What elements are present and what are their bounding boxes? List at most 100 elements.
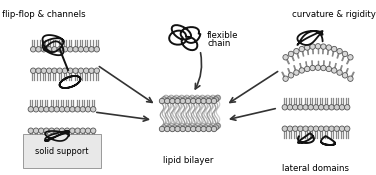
Circle shape: [339, 105, 345, 110]
Circle shape: [172, 125, 177, 130]
Circle shape: [334, 126, 340, 131]
Circle shape: [210, 123, 215, 128]
Circle shape: [205, 123, 210, 128]
Circle shape: [38, 107, 44, 112]
Circle shape: [310, 44, 315, 49]
Circle shape: [159, 126, 165, 132]
Circle shape: [33, 107, 39, 112]
Circle shape: [334, 105, 340, 110]
Circle shape: [288, 51, 294, 57]
Circle shape: [161, 97, 167, 102]
Circle shape: [73, 47, 78, 52]
Circle shape: [193, 97, 198, 102]
Circle shape: [73, 68, 78, 73]
Circle shape: [180, 126, 185, 132]
Circle shape: [28, 107, 33, 112]
Circle shape: [80, 128, 85, 133]
Circle shape: [189, 95, 195, 100]
Circle shape: [177, 97, 182, 102]
Circle shape: [41, 47, 47, 52]
Bar: [24, 144, 100, 156]
Circle shape: [91, 107, 96, 112]
Circle shape: [287, 105, 293, 110]
Circle shape: [168, 123, 174, 128]
Circle shape: [68, 47, 73, 52]
Circle shape: [215, 123, 220, 128]
Circle shape: [318, 126, 324, 131]
Circle shape: [175, 98, 180, 104]
Circle shape: [324, 126, 329, 131]
Circle shape: [324, 105, 329, 110]
Circle shape: [201, 98, 206, 104]
Circle shape: [175, 126, 180, 132]
Circle shape: [332, 68, 337, 73]
Circle shape: [165, 98, 170, 104]
Circle shape: [203, 97, 208, 102]
Circle shape: [94, 47, 100, 52]
Circle shape: [315, 65, 321, 70]
Circle shape: [52, 68, 57, 73]
Circle shape: [62, 68, 68, 73]
Circle shape: [185, 126, 191, 132]
Circle shape: [211, 98, 217, 104]
Text: curvature & rigidity: curvature & rigidity: [292, 10, 376, 19]
Circle shape: [200, 123, 205, 128]
Circle shape: [348, 55, 353, 60]
Circle shape: [206, 126, 211, 132]
Text: chain: chain: [207, 40, 230, 48]
Circle shape: [213, 125, 219, 130]
Circle shape: [293, 126, 298, 131]
Text: solid support: solid support: [35, 146, 89, 156]
Circle shape: [283, 76, 288, 81]
Circle shape: [174, 123, 179, 128]
Circle shape: [308, 126, 314, 131]
Circle shape: [52, 47, 57, 52]
Circle shape: [208, 97, 214, 102]
Circle shape: [38, 128, 44, 133]
Circle shape: [321, 65, 326, 71]
Text: lateral domains: lateral domains: [282, 164, 350, 173]
Circle shape: [89, 47, 94, 52]
Circle shape: [298, 105, 303, 110]
Circle shape: [174, 95, 179, 100]
Circle shape: [184, 123, 190, 128]
Circle shape: [85, 128, 91, 133]
Circle shape: [211, 126, 217, 132]
Circle shape: [179, 95, 184, 100]
Circle shape: [177, 125, 182, 130]
Circle shape: [36, 68, 41, 73]
Circle shape: [167, 125, 172, 130]
Circle shape: [305, 66, 310, 72]
Circle shape: [299, 68, 305, 73]
Circle shape: [187, 125, 193, 130]
Circle shape: [339, 126, 345, 131]
Circle shape: [49, 128, 54, 133]
Circle shape: [283, 55, 288, 60]
Circle shape: [348, 76, 353, 81]
Circle shape: [208, 125, 214, 130]
Circle shape: [46, 47, 52, 52]
Circle shape: [203, 125, 208, 130]
Circle shape: [282, 105, 288, 110]
Circle shape: [170, 98, 175, 104]
Circle shape: [159, 98, 165, 104]
Circle shape: [215, 95, 221, 100]
Circle shape: [78, 68, 83, 73]
Circle shape: [213, 97, 219, 102]
Circle shape: [344, 126, 350, 131]
Circle shape: [36, 47, 41, 52]
Circle shape: [329, 126, 334, 131]
Circle shape: [198, 125, 203, 130]
Circle shape: [326, 45, 332, 50]
Circle shape: [49, 107, 54, 112]
Circle shape: [215, 95, 220, 100]
Circle shape: [54, 128, 59, 133]
Circle shape: [332, 46, 337, 52]
Circle shape: [75, 107, 80, 112]
Circle shape: [206, 98, 211, 104]
Circle shape: [193, 125, 198, 130]
Circle shape: [65, 128, 70, 133]
Circle shape: [205, 95, 210, 100]
Circle shape: [41, 68, 47, 73]
Circle shape: [70, 128, 75, 133]
